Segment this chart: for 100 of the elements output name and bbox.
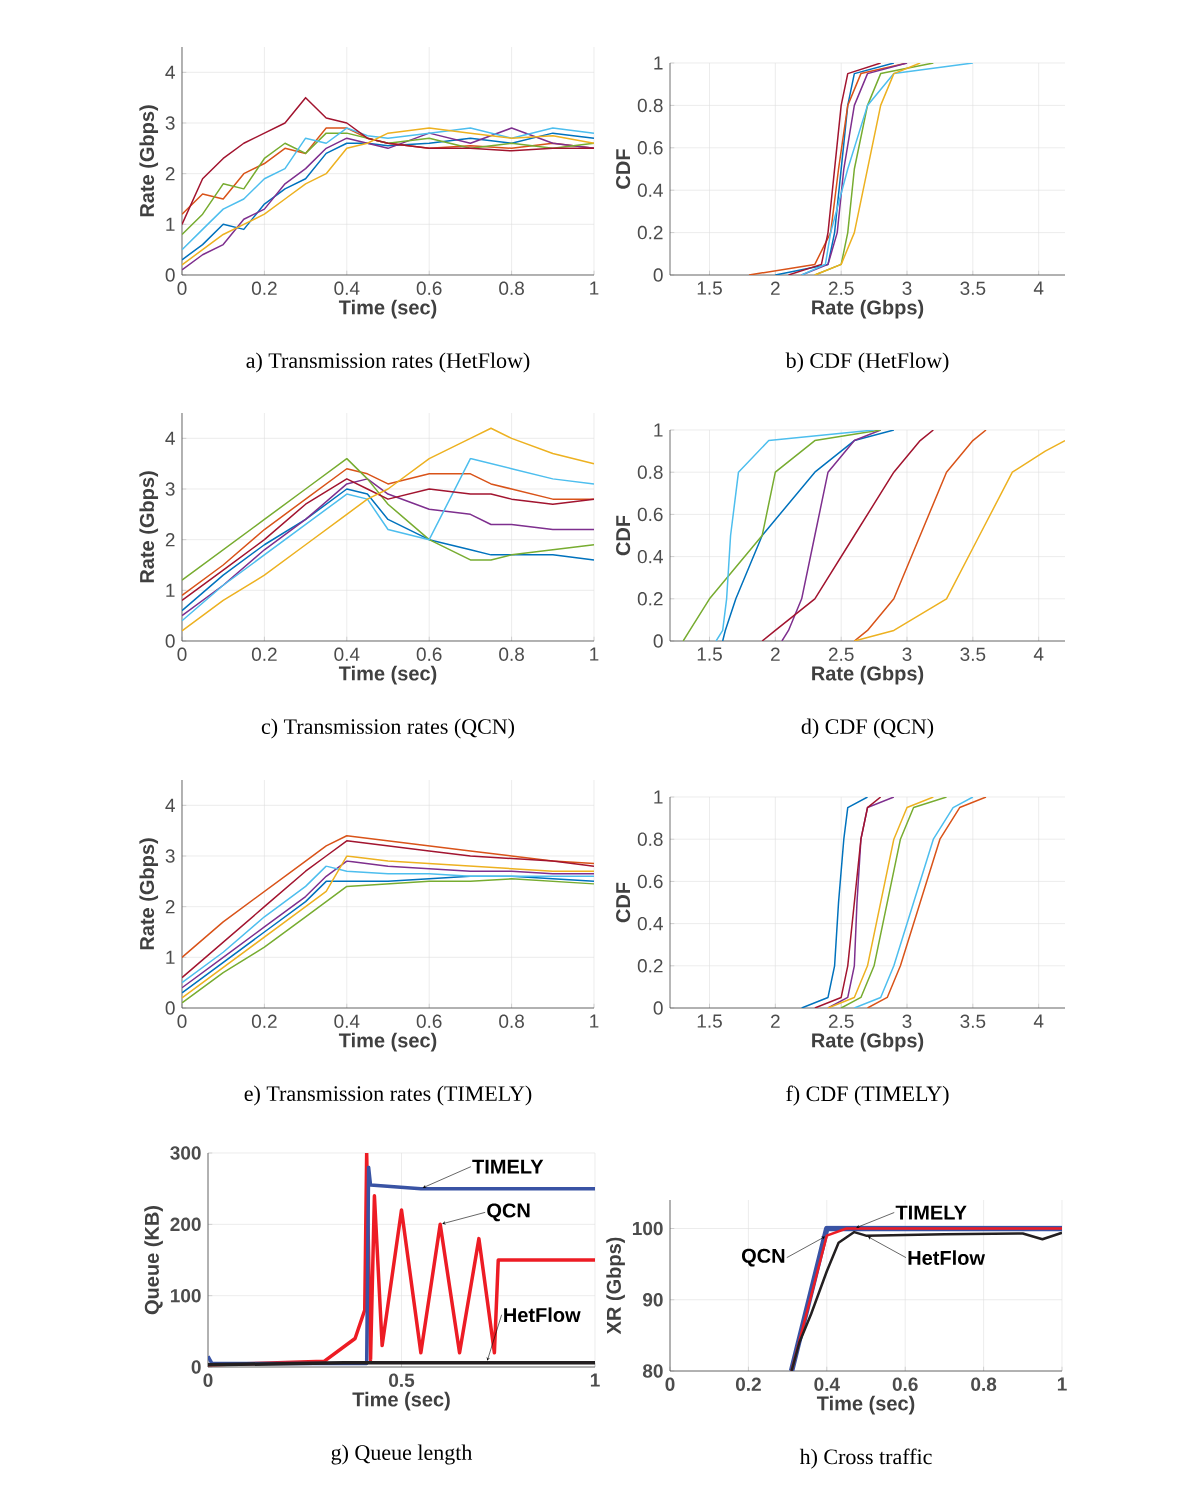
y-tick-label: 1	[166, 950, 175, 964]
y-tick-label: 1	[654, 423, 663, 437]
y-tick-label: 2	[165, 900, 175, 914]
y-tick-label: 0.2	[637, 959, 663, 973]
y-tick-label: 0.2	[637, 225, 663, 240]
y-tick-label: 0.4	[637, 183, 663, 197]
y-tick-label: 0	[653, 1001, 663, 1015]
y-tick-label: 100	[170, 1288, 201, 1303]
x-tick-label: 4	[1033, 1014, 1044, 1028]
x-axis-title: Time (sec)	[338, 665, 437, 685]
x-tick-label: 0.2	[735, 1377, 761, 1391]
x-tick-label: 0	[203, 1373, 213, 1387]
x-tick-label: 0.4	[334, 647, 360, 661]
x-tick-label: 1	[590, 281, 599, 295]
x-tick-label: 0.5	[389, 1373, 415, 1387]
x-tick-label: 0.4	[334, 281, 360, 295]
x-tick-label: 0.8	[499, 647, 524, 661]
text: b) CDF (HetFlow)	[785, 352, 949, 373]
series-label: TIMELY	[895, 1205, 967, 1220]
x-tick-label: 3	[902, 281, 912, 295]
x-tick-label: 2	[771, 1014, 780, 1028]
x-tick-label: 0	[665, 1377, 675, 1391]
x-tick-label: 3.5	[960, 647, 986, 661]
x-tick-label: 1	[590, 1014, 599, 1028]
y-tick-label: 80	[642, 1364, 663, 1378]
x-axis-title: Rate (Gbps)	[812, 1032, 924, 1052]
x-tick-label: 3	[902, 1014, 912, 1028]
x-tick-label: 0.8	[499, 281, 524, 295]
x-axis-title: Rate (Gbps)	[812, 665, 924, 685]
y-tick-label: 300	[170, 1146, 201, 1160]
x-tick-label: 2	[771, 281, 780, 295]
x-tick-label: 0.2	[251, 1014, 277, 1028]
text: c) Transmission rates (QCN)	[261, 718, 515, 739]
series-label: QCN	[487, 1203, 530, 1222]
x-tick-label: 3.5	[960, 1014, 986, 1028]
y-axis-title: Queue (KB)	[144, 1206, 163, 1315]
y-tick-label: 0	[191, 1360, 201, 1374]
y-axis-title: XR (Gbps)	[606, 1237, 625, 1335]
x-tick-label: 0.4	[334, 1014, 360, 1028]
text: f) CDF (TIMELY)	[786, 1085, 949, 1106]
y-tick-label: 0.6	[637, 507, 663, 522]
x-tick-label: 1	[590, 647, 599, 661]
series-label: TIMELY	[472, 1159, 544, 1174]
text: a) Transmission rates (HetFlow)	[246, 352, 530, 373]
x-tick-label: 0.6	[416, 281, 442, 295]
x-tick-label: 3	[902, 647, 912, 661]
x-axis-title: Time (sec)	[338, 1032, 437, 1052]
x-tick-label: 3.5	[960, 281, 986, 295]
y-tick-label: 0.2	[637, 592, 663, 606]
y-tick-label: 3	[165, 849, 175, 863]
x-axis-title: Time (sec)	[352, 1391, 450, 1411]
y-tick-label: 1	[166, 217, 175, 231]
series-label: QCN	[741, 1248, 785, 1267]
y-tick-label: 90	[643, 1293, 663, 1307]
x-tick-label: 1.5	[697, 281, 722, 295]
x-tick-label: 0.2	[251, 281, 277, 295]
x-tick-label: 0.8	[971, 1377, 997, 1391]
y-axis-title: CDF	[616, 515, 631, 556]
x-tick-label: 2	[771, 647, 780, 661]
y-axis-title: Rate (Gbps)	[139, 838, 159, 950]
y-tick-label: 200	[170, 1217, 201, 1232]
x-tick-label: 0.6	[416, 1014, 442, 1028]
text: HetFlow	[504, 1307, 581, 1323]
x-tick-label: 0.8	[499, 1014, 524, 1028]
y-tick-label: 3	[165, 116, 175, 130]
y-tick-label: 2	[165, 167, 175, 181]
y-tick-label: 4	[165, 431, 175, 445]
y-tick-label: 4	[165, 798, 175, 812]
x-tick-label: 1	[590, 1373, 600, 1387]
y-tick-label: 0.8	[637, 832, 663, 846]
text: g) Queue length	[331, 1444, 473, 1465]
y-axis-title: Rate (Gbps)	[139, 105, 159, 217]
text: e) Transmission rates (TIMELY)	[244, 1085, 532, 1106]
y-tick-label: 0.4	[637, 549, 663, 564]
x-tick-label: 2.5	[828, 281, 854, 295]
y-tick-label: 4	[165, 65, 175, 79]
y-tick-label: 1	[166, 583, 175, 597]
x-tick-label: 0.2	[251, 647, 277, 661]
x-tick-label: 0.6	[416, 647, 442, 661]
series-label: HetFlow	[908, 1250, 986, 1265]
x-tick-label: 0.6	[892, 1377, 918, 1391]
y-axis-title: CDF	[616, 882, 631, 923]
x-tick-label: 4	[1033, 647, 1044, 661]
y-tick-label: 0.4	[637, 916, 663, 931]
y-tick-label: 0	[165, 634, 175, 648]
y-axis-title: Rate (Gbps)	[139, 471, 159, 583]
y-tick-label: 100	[632, 1221, 663, 1236]
y-tick-label: 0.8	[637, 98, 663, 113]
y-tick-label: 0.6	[637, 141, 663, 155]
y-tick-label: 0.8	[637, 465, 663, 479]
y-tick-label: 0	[653, 268, 663, 282]
text: d) CDF (QCN)	[801, 718, 934, 739]
x-tick-label: 1.5	[697, 647, 722, 661]
y-tick-label: 2	[165, 533, 175, 547]
y-tick-label: 1	[654, 56, 663, 70]
x-axis-title: Time (sec)	[816, 1395, 915, 1415]
x-tick-label: 1.5	[697, 1014, 722, 1028]
x-axis-title: Time (sec)	[338, 299, 437, 319]
x-tick-label: 0.4	[814, 1377, 840, 1391]
y-tick-label: 0	[165, 1001, 175, 1015]
